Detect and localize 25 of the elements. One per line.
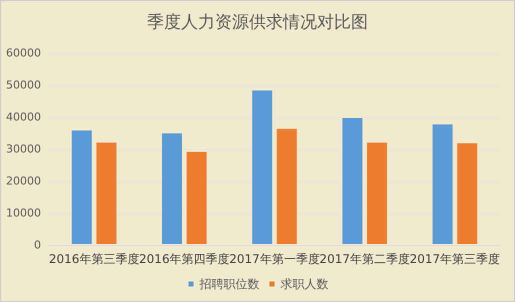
- x-tick-label: 2017年第二季度: [319, 252, 410, 266]
- y-tick-label: 30000: [6, 142, 41, 156]
- y-tick-label: 50000: [6, 78, 41, 92]
- bar: [432, 123, 454, 245]
- bar: [160, 132, 183, 245]
- bar: [366, 142, 388, 245]
- bar: [251, 89, 274, 245]
- y-tick-label: 0: [34, 238, 41, 252]
- bar: [276, 128, 298, 245]
- x-tick-label: 2017年第一季度: [229, 252, 320, 266]
- y-tick-label: 10000: [6, 206, 41, 220]
- x-tick-label: 2016年第四季度: [139, 252, 230, 266]
- y-tick-label: 60000: [6, 46, 41, 60]
- x-tick-label: 2016年第三季度: [48, 252, 140, 266]
- bar: [95, 142, 118, 245]
- bar: [186, 150, 208, 245]
- bar: [70, 129, 93, 245]
- y-tick-label: 40000: [6, 110, 41, 124]
- y-tick-label: 20000: [6, 174, 41, 188]
- legend-label: 求职人数: [280, 277, 328, 291]
- bar: [456, 142, 478, 245]
- x-tick-label: 2017年第三季度: [410, 252, 500, 266]
- bar: [341, 117, 364, 245]
- chart-title: 季度人力资源供求情况对比图: [147, 12, 368, 32]
- legend-label: 招聘职位数: [198, 277, 260, 291]
